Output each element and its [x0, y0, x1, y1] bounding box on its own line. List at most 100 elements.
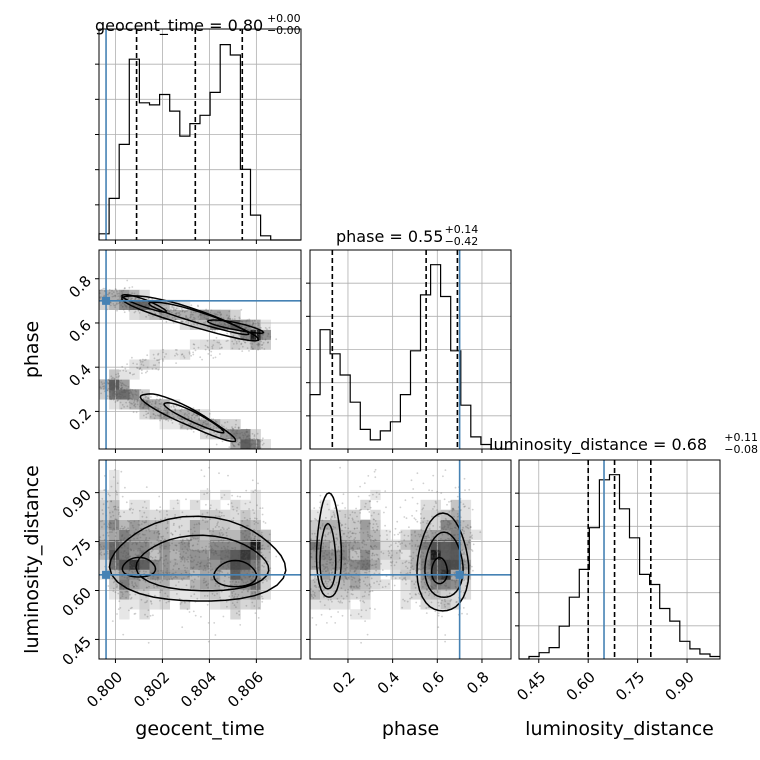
sample-point-distance-phase — [455, 566, 458, 568]
sample-point-distance-phase — [324, 539, 327, 542]
sample-point-distance-phase — [316, 511, 319, 514]
sample-point-phase-geocent — [122, 391, 124, 394]
sample-point-distance-phase — [422, 521, 424, 524]
sample-point-phase-geocent — [136, 366, 138, 369]
density-cell-distance-phase — [450, 599, 462, 610]
sample-point-phase-geocent — [128, 286, 131, 289]
sample-point-distance-geocent — [255, 556, 258, 559]
sample-point-distance-phase — [448, 548, 451, 551]
sample-point-phase-geocent — [244, 434, 247, 436]
sample-point-distance-geocent — [184, 601, 186, 604]
sample-point-distance-phase — [410, 566, 412, 569]
sample-point-distance-phase — [479, 531, 482, 533]
density-cell-phase-geocent — [99, 289, 110, 301]
sample-point-distance-geocent — [177, 502, 179, 505]
sample-point-phase-geocent — [142, 364, 145, 367]
sample-point-distance-geocent — [250, 588, 253, 590]
sample-point-distance-geocent — [242, 532, 244, 535]
sample-point-phase-geocent — [153, 413, 155, 416]
sample-point-distance-phase — [349, 585, 351, 588]
sample-point-distance-phase — [443, 603, 446, 606]
sample-point-distance-phase — [390, 556, 392, 559]
sample-point-distance-phase — [345, 545, 347, 548]
sample-point-distance-phase — [354, 537, 357, 539]
sample-point-phase-geocent — [158, 414, 160, 417]
sample-point-distance-phase — [448, 522, 451, 525]
sample-point-distance-geocent — [148, 554, 151, 556]
sample-point-distance-geocent — [145, 521, 147, 524]
sample-point-distance-phase — [350, 535, 352, 538]
sample-point-phase-geocent — [114, 295, 117, 298]
sample-point-phase-geocent — [117, 383, 120, 386]
sample-point-distance-geocent — [211, 547, 214, 550]
sample-point-phase-geocent — [172, 321, 175, 324]
sample-point-distance-geocent — [171, 533, 174, 536]
sample-point-distance-phase — [388, 552, 391, 554]
sample-point-distance-phase — [450, 522, 452, 525]
density-cell-distance-geocent — [240, 599, 251, 610]
density-cell-phase-geocent — [169, 309, 181, 320]
sample-point-distance-phase — [433, 565, 436, 568]
sample-point-distance-geocent — [175, 544, 178, 547]
sample-point-phase-geocent — [116, 393, 119, 395]
sample-point-distance-phase — [361, 595, 364, 598]
sample-point-phase-geocent — [224, 421, 226, 424]
sample-point-distance-geocent — [210, 551, 213, 554]
sample-point-distance-geocent — [136, 554, 138, 557]
sample-point-distance-geocent — [139, 547, 141, 550]
sample-point-distance-phase — [440, 576, 443, 578]
sample-point-distance-geocent — [111, 563, 113, 565]
density-cell-distance-geocent — [179, 529, 191, 540]
sample-point-distance-geocent — [111, 529, 114, 532]
sample-point-phase-geocent — [245, 320, 248, 323]
sample-point-phase-geocent — [151, 367, 154, 370]
sample-point-distance-geocent — [208, 466, 211, 469]
sample-point-phase-geocent — [130, 302, 132, 305]
density-cell-distance-geocent — [220, 519, 231, 530]
sample-point-distance-phase — [449, 554, 452, 557]
sample-point-phase-geocent — [248, 443, 251, 445]
sample-point-distance-phase — [328, 608, 331, 611]
sample-point-distance-phase — [441, 567, 443, 569]
sample-point-distance-geocent — [116, 526, 118, 529]
sample-point-phase-geocent — [228, 318, 231, 320]
density-cell-distance-phase — [330, 579, 341, 590]
sample-point-distance-phase — [326, 524, 329, 527]
sample-point-distance-phase — [453, 562, 455, 564]
sample-point-distance-phase — [436, 530, 439, 533]
sample-point-distance-phase — [427, 563, 430, 566]
sample-point-distance-phase — [347, 556, 350, 558]
sample-point-phase-geocent — [123, 389, 125, 392]
contour-phase-geocent — [163, 402, 225, 434]
sample-point-distance-geocent — [174, 514, 177, 516]
sample-point-phase-geocent — [133, 400, 136, 402]
sample-point-phase-geocent — [120, 290, 123, 293]
sample-point-phase-geocent — [136, 363, 138, 365]
sample-point-distance-phase — [346, 562, 349, 565]
sample-point-distance-phase — [333, 513, 336, 516]
sample-point-distance-phase — [443, 567, 446, 570]
sample-point-phase-geocent — [219, 313, 222, 316]
density-cell-phase-geocent — [210, 309, 221, 320]
y-tick-label-distance: 0.60 — [59, 584, 95, 620]
sample-point-distance-phase — [430, 530, 432, 532]
sample-point-distance-phase — [443, 526, 445, 529]
sample-point-distance-geocent — [220, 511, 223, 514]
sample-point-distance-geocent — [165, 510, 168, 513]
density-cell-phase-geocent — [250, 439, 261, 450]
sample-point-distance-geocent — [144, 541, 147, 544]
sample-point-distance-geocent — [184, 566, 186, 569]
sample-point-distance-geocent — [186, 558, 189, 561]
sample-point-distance-geocent — [230, 569, 233, 572]
sample-point-distance-phase — [421, 586, 424, 588]
sample-point-distance-geocent — [220, 539, 223, 542]
sample-point-distance-geocent — [244, 559, 246, 562]
sample-point-phase-geocent — [113, 378, 116, 381]
x-tick-label-phase: 0.2 — [329, 668, 359, 698]
sample-point-distance-phase — [349, 565, 352, 567]
sample-point-distance-phase — [350, 575, 353, 578]
sample-point-distance-geocent — [147, 561, 150, 564]
sample-point-distance-phase — [368, 550, 371, 553]
sample-point-distance-phase — [456, 520, 458, 522]
sample-point-distance-geocent — [135, 543, 138, 545]
